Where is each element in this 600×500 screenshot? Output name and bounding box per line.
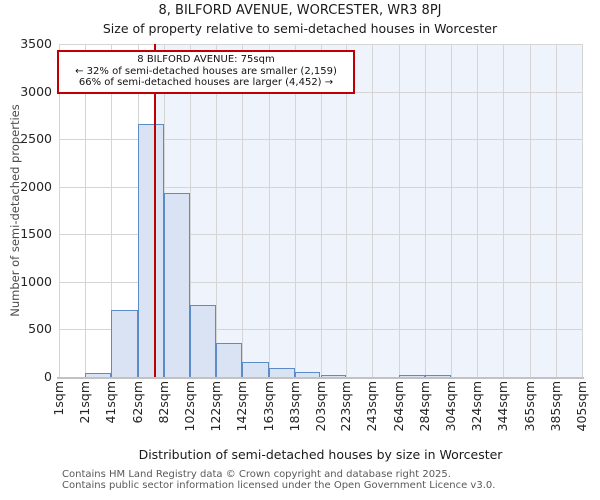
- x-gridline: [346, 44, 348, 377]
- x-tick-label: 304sqm: [443, 381, 459, 432]
- x-tick-label: 284sqm: [417, 381, 433, 432]
- annotation-smaller-text: ← 32% of semi-detached houses are smalle…: [75, 65, 337, 77]
- x-tick-label: 203sqm: [312, 381, 328, 432]
- x-axis-title: Distribution of semi-detached houses by …: [138, 447, 503, 462]
- histogram-bar: [110, 310, 138, 377]
- footer-attribution-line-2: Contains public sector information licen…: [62, 480, 496, 491]
- plot-area: 8 BILFORD AVENUE: 75sqm ← 32% of semi-de…: [20, 36, 589, 431]
- histogram-bar: [215, 342, 242, 377]
- y-tick-label: 1500: [20, 226, 52, 242]
- x-tick-label: 405sqm: [574, 381, 589, 432]
- y-tick-label: 1000: [20, 273, 52, 289]
- x-gridline: [189, 44, 191, 377]
- chart-subtitle: Size of property relative to semi-detach…: [102, 21, 498, 36]
- x-gridline: [399, 44, 401, 377]
- x-tick-label: 41sqm: [102, 381, 118, 424]
- y-tick-label: 0: [44, 369, 52, 384]
- x-axis-line: [57, 377, 584, 379]
- histogram-bar: [399, 374, 426, 377]
- x-gridline: [294, 44, 296, 377]
- y-axis-title: Number of semi-detached properties: [8, 104, 22, 317]
- y-tick-label: 3000: [20, 83, 52, 99]
- x-tick-label: 102sqm: [181, 381, 197, 432]
- x-tick-label: 183sqm: [286, 381, 302, 432]
- y-tick-label: 2500: [20, 131, 52, 147]
- x-gridline: [241, 44, 243, 377]
- x-gridline: [110, 44, 112, 377]
- histogram-bar: [241, 361, 269, 377]
- x-tick-label: 264sqm: [391, 381, 407, 432]
- x-gridline: [268, 44, 270, 377]
- y-tick-label: 2000: [20, 178, 52, 194]
- marker-annotation-box: 8 BILFORD AVENUE: 75sqm ← 32% of semi-de…: [57, 50, 355, 94]
- x-gridline: [503, 44, 505, 377]
- x-tick-label: 82sqm: [155, 381, 171, 424]
- x-tick-label: 62sqm: [129, 381, 145, 424]
- x-tick-label: 142sqm: [233, 381, 249, 432]
- chart-title: 8, BILFORD AVENUE, WORCESTER, WR3 8PJ: [158, 3, 442, 18]
- annotation-property-title: 8 BILFORD AVENUE: 75sqm: [137, 54, 275, 65]
- larger-houses-shade-region: [154, 44, 582, 377]
- x-tick-label: 21sqm: [76, 381, 92, 424]
- footer-attribution-line-1: Contains HM Land Registry data © Crown c…: [62, 469, 451, 480]
- x-gridline: [477, 44, 479, 377]
- x-tick-label: 324sqm: [469, 381, 485, 432]
- histogram-bar: [294, 372, 321, 377]
- x-gridline: [215, 44, 217, 377]
- x-tick-label: 243sqm: [364, 381, 380, 432]
- x-tick-label: 122sqm: [207, 381, 223, 432]
- x-tick-label: 163sqm: [260, 381, 276, 432]
- x-gridline: [425, 44, 427, 377]
- y-tick-label: 3500: [20, 36, 52, 51]
- x-gridline: [451, 44, 453, 377]
- histogram-bar: [268, 367, 295, 377]
- histogram-bar: [425, 374, 452, 377]
- x-gridline: [372, 44, 374, 377]
- histogram-bar: [320, 374, 347, 377]
- x-gridline: [556, 44, 558, 377]
- x-tick-label: 344sqm: [495, 381, 511, 432]
- property-size-marker-line: [153, 44, 156, 377]
- histogram-bar: [137, 123, 164, 377]
- x-gridline: [320, 44, 322, 377]
- y-tick-label: 500: [28, 321, 52, 337]
- x-gridline: [530, 44, 532, 377]
- x-gridline: [84, 44, 86, 377]
- histogram-bar: [163, 193, 190, 377]
- x-tick-label: 223sqm: [338, 381, 354, 432]
- x-tick-label: 385sqm: [548, 381, 564, 432]
- x-tick-label: 1sqm: [51, 381, 66, 416]
- annotation-larger-text: 66% of semi-detached houses are larger (…: [78, 77, 334, 88]
- x-gridline: [582, 44, 583, 377]
- histogram-bar: [189, 304, 216, 377]
- x-tick-label: 365sqm: [522, 381, 538, 432]
- histogram-bar: [84, 372, 111, 377]
- x-gridline: [59, 44, 60, 377]
